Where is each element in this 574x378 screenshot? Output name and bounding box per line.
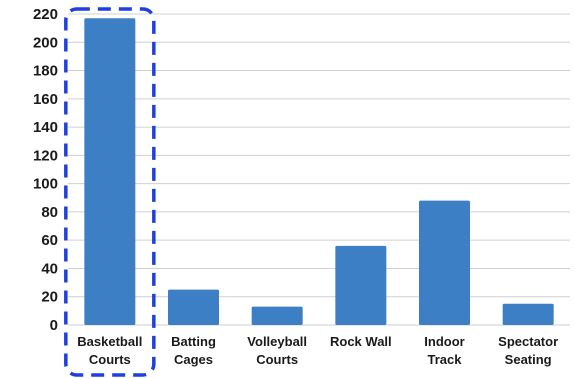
x-tick-label: Batting Cages: [171, 334, 216, 367]
x-tick-label: Indoor Track: [424, 334, 464, 367]
bar: [335, 245, 387, 325]
y-tick-label: 140: [33, 119, 58, 136]
y-tick-label: 40: [41, 260, 58, 277]
y-tick-label: 100: [33, 176, 58, 193]
y-tick-label: 0: [50, 317, 58, 334]
highlight-box: [64, 7, 156, 377]
y-tick-label: 200: [33, 34, 58, 51]
y-tick-label: 120: [33, 147, 58, 164]
y-tick-label: 180: [33, 63, 58, 80]
bar: [84, 18, 136, 326]
y-tick-label: 20: [41, 289, 58, 306]
x-tick-label: Basketball Courts: [77, 334, 142, 367]
bar: [168, 289, 219, 325]
y-tick-label: 60: [41, 232, 58, 249]
y-tick-label: 220: [33, 6, 58, 23]
x-tick-label: Rock Wall: [330, 334, 392, 349]
bar: [251, 306, 303, 325]
x-tick-label: Volleyball Courts: [247, 334, 307, 367]
bar: [502, 303, 554, 325]
y-tick-label: 80: [41, 204, 58, 221]
y-tick-label: 160: [33, 91, 58, 108]
x-tick-label: Spectator Seating: [498, 334, 558, 367]
bar: [419, 200, 470, 325]
